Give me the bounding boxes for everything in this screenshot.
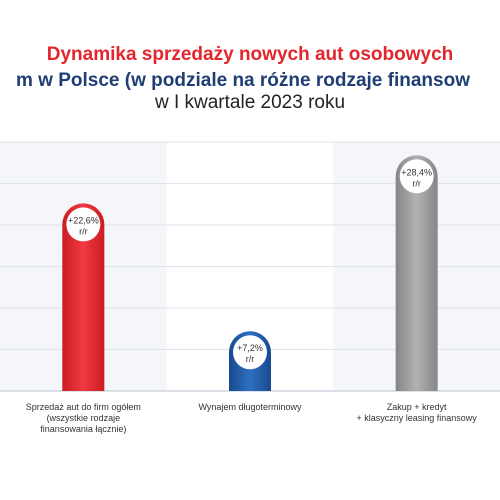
bar-1 — [62, 203, 105, 391]
value-unit-label: r/r — [246, 354, 255, 364]
chart-title: Dynamika sprzedaży nowych aut osobowych … — [0, 0, 500, 120]
title-line-2-text: m w Polsce (w podziale na różne rodzaje … — [16, 70, 470, 91]
value-unit-label: r/r — [79, 226, 88, 236]
category-label: Zakup + kredyt — [387, 402, 447, 412]
value-label: +28,4% — [401, 167, 432, 177]
value-label-circle — [233, 335, 267, 370]
value-label-circle — [399, 159, 434, 194]
category-labels: Sprzedaż aut do firm ogółem(wszystkie ro… — [26, 402, 478, 434]
category-label: + klasyczny leasing finansowy — [357, 413, 478, 423]
value-label-circle — [66, 207, 101, 242]
value-labels: +22,6%r/r+7,2%r/r+28,4%r/r — [66, 159, 434, 370]
category-label: (wszystkie rodzaje — [47, 413, 121, 423]
title-line-1: Dynamika sprzedaży nowych aut osobowych — [46, 44, 454, 65]
value-unit-label: r/r — [412, 178, 421, 188]
category-label: finansowania łącznie) — [40, 424, 126, 434]
category-label: Sprzedaż aut do firm ogółem — [26, 402, 141, 412]
title-line-3: w I kwartale 2023 roku — [154, 92, 346, 113]
bar-3 — [395, 155, 438, 391]
value-label: +7,2% — [237, 343, 263, 353]
value-label: +22,6% — [68, 215, 99, 225]
title-line-2: m w Polsce (w podziale na różne rodzaje … — [0, 70, 500, 92]
category-label: Wynajem długoterminowy — [199, 402, 302, 412]
